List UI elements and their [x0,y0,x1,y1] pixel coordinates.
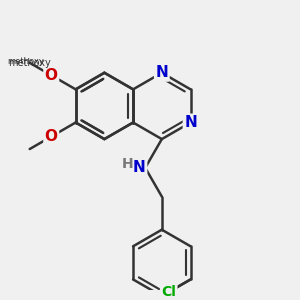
Text: O: O [45,129,58,144]
Text: N: N [184,115,197,130]
Text: N: N [155,65,168,80]
Text: O: O [45,68,58,83]
Text: H: H [122,157,133,171]
Text: methoxy: methoxy [8,58,51,68]
Text: Cl: Cl [161,285,176,299]
Text: methoxy: methoxy [8,57,44,66]
Text: N: N [133,160,146,175]
